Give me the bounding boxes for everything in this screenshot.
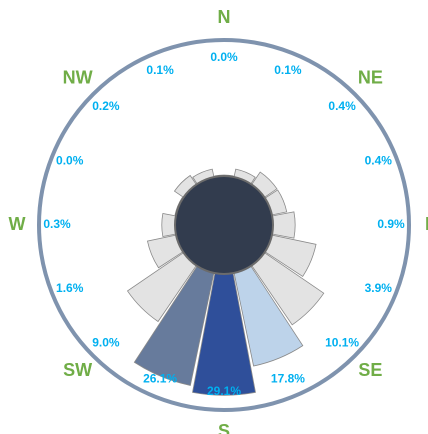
value-label: 0.9% [377, 217, 405, 231]
direction-label: W [9, 214, 26, 234]
value-label: 0.1% [274, 63, 302, 77]
wedge [192, 224, 256, 396]
direction-label: NE [358, 67, 383, 87]
center-disk [174, 175, 274, 275]
direction-label: NW [63, 67, 93, 87]
direction-label: SW [63, 360, 92, 380]
value-label: 9.0% [92, 335, 120, 349]
value-label: 26.1% [143, 371, 177, 385]
outer-ring [37, 38, 411, 412]
value-label: 0.4% [328, 99, 356, 113]
value-label: 29.1% [207, 384, 241, 398]
value-label: 0.0% [210, 50, 238, 64]
value-label: 10.1% [325, 335, 359, 349]
direction-label: E [425, 214, 428, 234]
direction-label: S [218, 421, 230, 434]
value-label: 0.0% [56, 153, 84, 167]
value-label: 0.1% [146, 63, 174, 77]
direction-label: N [218, 7, 231, 27]
direction-label: SE [358, 360, 382, 380]
value-label: 3.9% [365, 281, 393, 295]
labels: 0.0%N0.1%0.4%NE0.4%0.9%E3.9%10.1%SE17.8%… [9, 7, 428, 434]
value-label: 0.3% [43, 217, 71, 231]
value-label: 17.8% [271, 371, 305, 385]
value-label: 1.6% [56, 281, 84, 295]
value-label: 0.4% [365, 153, 393, 167]
value-label: 0.2% [92, 99, 120, 113]
